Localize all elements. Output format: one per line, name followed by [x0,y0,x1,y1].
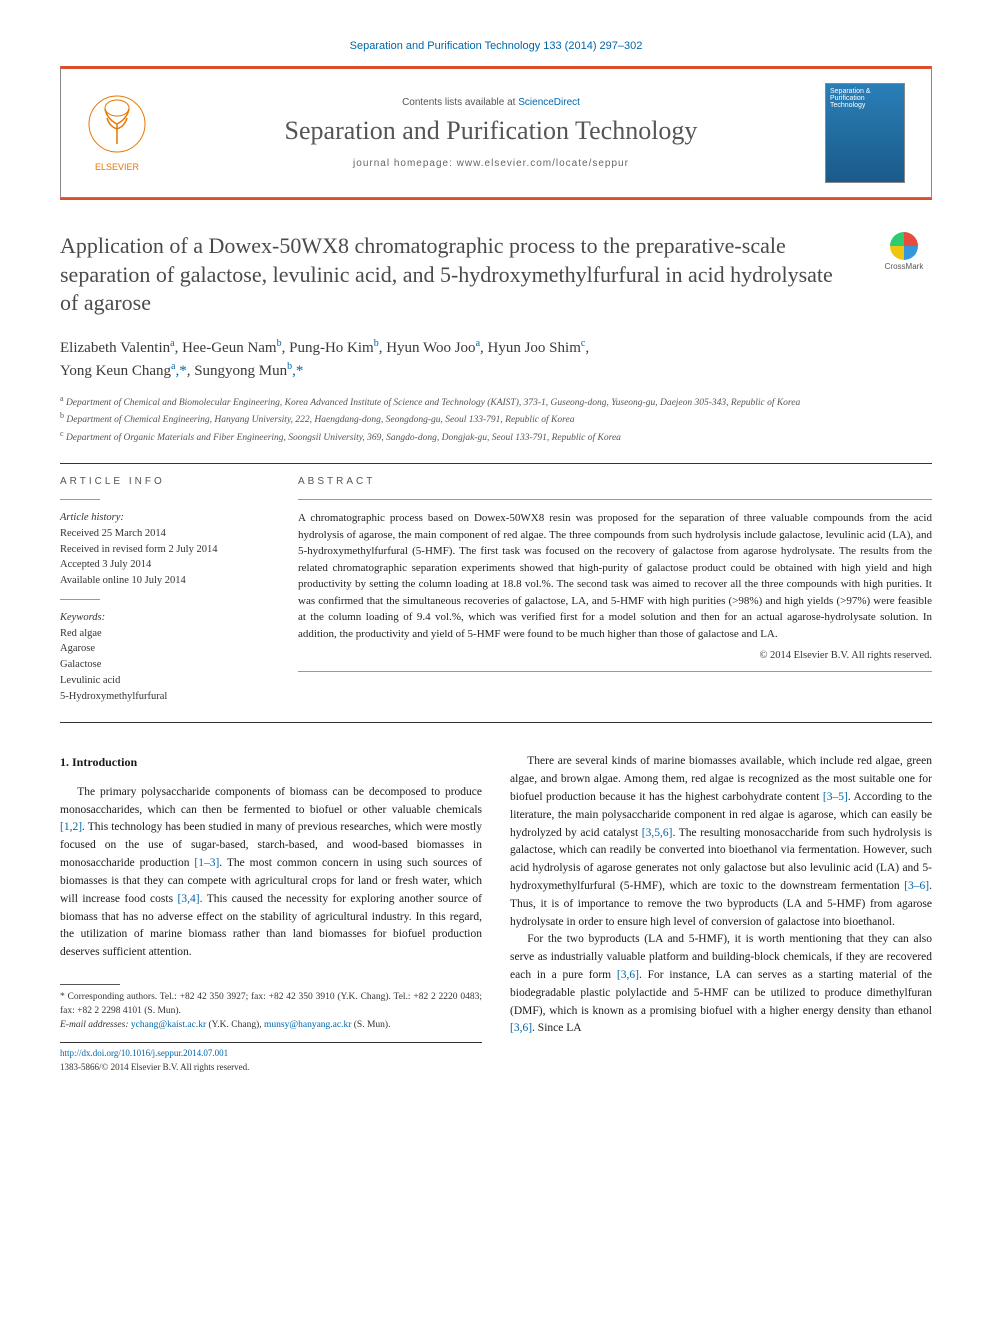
ref-link[interactable]: [3,4] [178,893,200,905]
crossmark-badge[interactable]: CrossMark [876,232,932,271]
intro-para-3: For the two byproducts (LA and 5-HMF), i… [510,931,932,1038]
received-date: Received 25 March 2014 [60,526,270,542]
author: Sungyong Munb,* [194,363,303,379]
author: Yong Keun Changa,* [60,363,187,379]
accepted-date: Accepted 3 July 2014 [60,557,270,573]
abstract-copyright: © 2014 Elsevier B.V. All rights reserved… [298,650,932,661]
contents-prefix: Contents lists available at [402,97,518,108]
keyword: 5-Hydroxymethylfurfural [60,689,270,705]
article-history: Article history: Received 25 March 2014 … [60,499,270,704]
affiliation-b: Department of Chemical Engineering, Hany… [66,415,574,425]
email-name: (Y.K. Chang), [206,1020,264,1030]
email-name: (S. Mun). [351,1020,390,1030]
author: Hyun Woo Jooa [386,340,480,356]
citation-bar: Separation and Purification Technology 1… [60,40,932,52]
affiliation-c: Department of Organic Materials and Fibe… [66,433,621,443]
ref-link[interactable]: [1,2] [60,821,82,833]
intro-para-2: There are several kinds of marine biomas… [510,753,932,931]
elsevier-tree-icon [87,94,147,154]
journal-homepage: journal homepage: www.elsevier.com/locat… [157,158,825,169]
ref-link[interactable]: [3,6] [617,969,639,981]
article-title: Application of a Dowex-50WX8 chromatogra… [60,232,932,318]
issn-copyright: 1383-5866/© 2014 Elsevier B.V. All right… [60,1062,249,1072]
author: Hee-Geun Namb [182,340,282,356]
publisher-name: ELSEVIER [77,162,157,172]
keyword: Agarose [60,641,270,657]
author: Hyun Joo Shimc [488,340,586,356]
author: Elizabeth Valentina [60,340,175,356]
revised-date: Received in revised form 2 July 2014 [60,542,270,558]
homepage-prefix: journal homepage: [353,158,457,169]
crossmark-icon [890,232,918,260]
email-label: E-mail addresses: [60,1020,131,1030]
footer-divider [60,1042,482,1043]
journal-name: Separation and Purification Technology [157,116,825,146]
contents-list-text: Contents lists available at ScienceDirec… [157,97,825,108]
section-divider [60,463,932,464]
ref-link[interactable]: [3–6] [904,880,929,892]
doi-link[interactable]: http://dx.doi.org/10.1016/j.seppur.2014.… [60,1048,228,1058]
introduction-heading: 1. Introduction [60,753,482,772]
keywords-label: Keywords: [60,610,270,626]
ref-link[interactable]: [3,5,6] [642,827,673,839]
keyword: Levulinic acid [60,673,270,689]
abstract-label: ABSTRACT [298,476,932,487]
ref-link[interactable]: [3,6] [510,1022,532,1034]
keyword: Galactose [60,657,270,673]
intro-para-1: The primary polysaccharide components of… [60,784,482,962]
author: Pung-Ho Kimb [289,340,379,356]
journal-header: ELSEVIER Contents lists available at Sci… [60,66,932,198]
orange-divider [60,198,932,200]
online-date: Available online 10 July 2014 [60,573,270,589]
authors-list: Elizabeth Valentina, Hee-Geun Namb, Pung… [60,336,932,383]
affiliations: a Department of Chemical and Biomolecula… [60,393,932,445]
ref-link[interactable]: [1–3] [194,857,219,869]
ref-link[interactable]: [3–5] [823,791,848,803]
abstract-text: A chromatographic process based on Dowex… [298,510,932,642]
email-link[interactable]: munsy@hanyang.ac.kr [264,1020,351,1030]
corresponding-footnote: * Corresponding authors. Tel.: +82 42 35… [60,991,482,1032]
footnote-separator [60,984,120,985]
section-divider [60,722,932,723]
crossmark-label: CrossMark [885,262,924,271]
keyword: Red algae [60,626,270,642]
sciencedirect-link[interactable]: ScienceDirect [518,97,580,108]
journal-cover-thumbnail: Separation & Purification Technology [825,83,905,183]
article-info-label: ARTICLE INFO [60,476,270,487]
email-link[interactable]: ychang@kaist.ac.kr [131,1020,206,1030]
homepage-url[interactable]: www.elsevier.com/locate/seppur [457,158,629,169]
corr-author-info: * Corresponding authors. Tel.: +82 42 35… [60,991,482,1019]
footer-doi-issn: http://dx.doi.org/10.1016/j.seppur.2014.… [60,1047,482,1075]
affiliation-a: Department of Chemical and Biomolecular … [66,398,800,408]
history-label: Article history: [60,510,270,526]
